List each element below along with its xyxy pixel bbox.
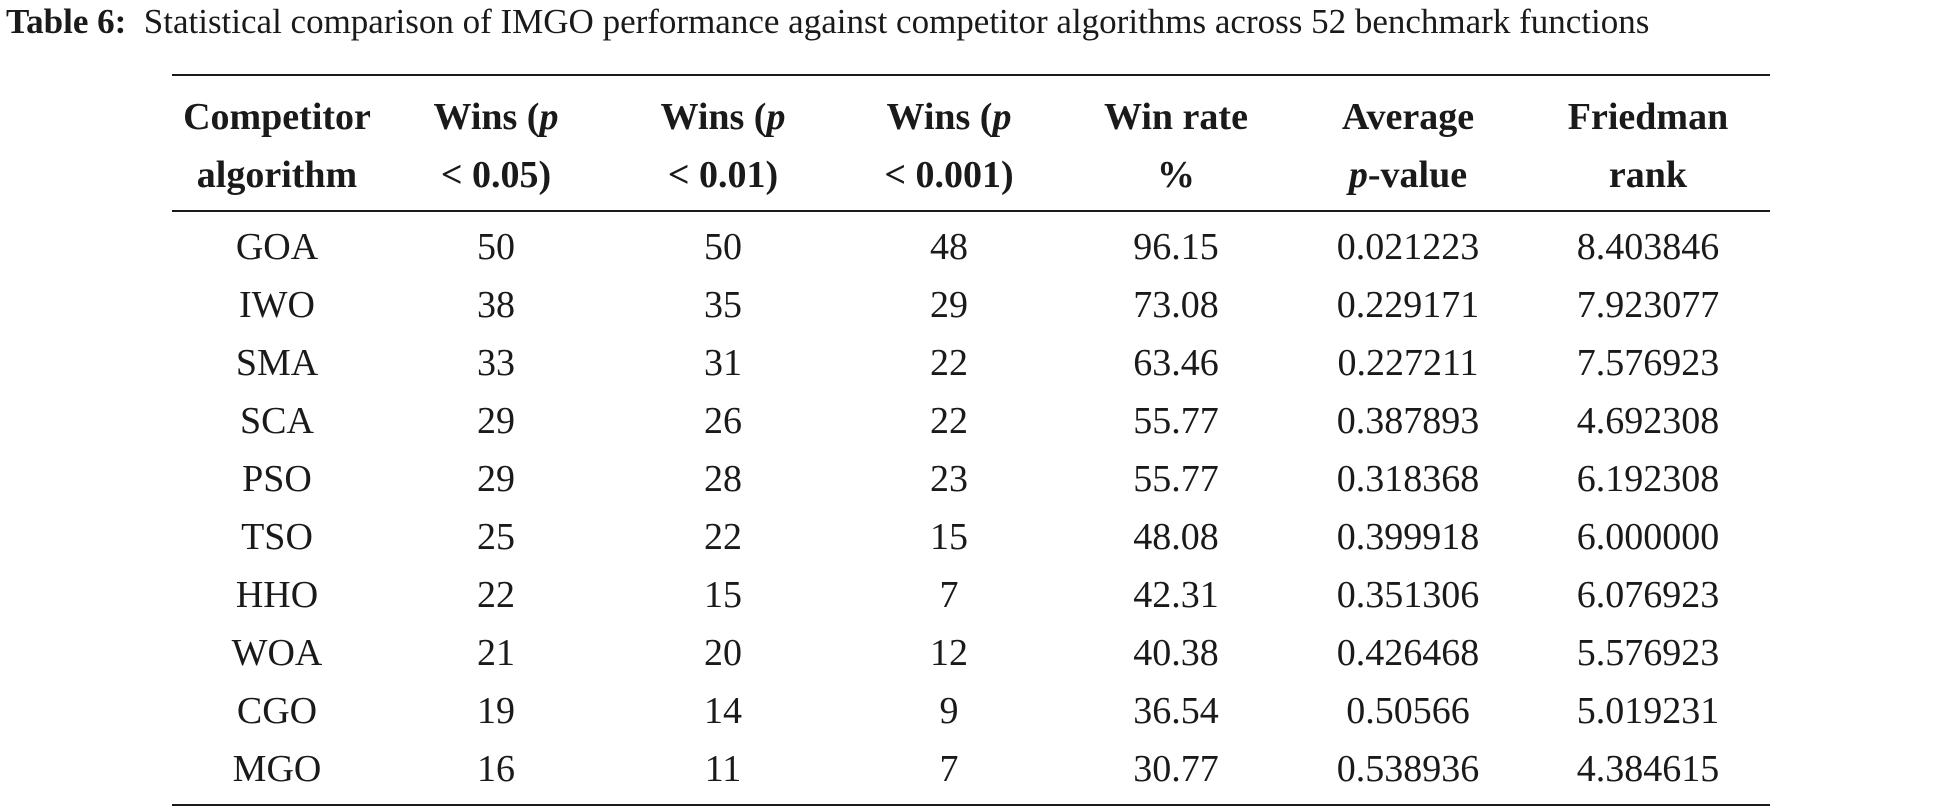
cell-algorithm: TSO bbox=[241, 516, 313, 558]
cell-win-rate: 55.77 bbox=[1133, 458, 1219, 500]
header-win-rate: Win rate % bbox=[1104, 96, 1248, 196]
cell-wins-p0001: 15 bbox=[930, 516, 968, 558]
cell-algorithm: IWO bbox=[239, 284, 315, 326]
cell-wins-p001: 14 bbox=[704, 690, 742, 732]
cell-wins-p0001: 7 bbox=[939, 748, 959, 790]
cell-friedman-rank: 7.923077 bbox=[1576, 284, 1720, 326]
header-friedman-rank: Friedman rank bbox=[1567, 96, 1729, 196]
cell-algorithm: WOA bbox=[231, 632, 323, 674]
cell-algorithm: SCA bbox=[240, 400, 314, 442]
cell-wins-p001: 22 bbox=[704, 516, 742, 558]
cell-wins-p0001: 22 bbox=[930, 342, 968, 384]
results-table: Competitor algorithm Wins (p < 0.05) Win… bbox=[172, 74, 1770, 806]
cell-average-p-value: 0.227211 bbox=[1337, 342, 1479, 384]
table-row: WOA 21 20 12 40.38 0.426468 5.576923 bbox=[172, 624, 1770, 682]
cell-win-rate: 30.77 bbox=[1133, 748, 1219, 790]
cell-average-p-value: 0.229171 bbox=[1336, 284, 1480, 326]
cell-wins-p005: 50 bbox=[477, 226, 515, 268]
cell-win-rate: 73.08 bbox=[1133, 284, 1219, 326]
cell-average-p-value: 0.351306 bbox=[1336, 574, 1480, 616]
table-row: SMA 33 31 22 63.46 0.227211 7.576923 bbox=[172, 334, 1770, 392]
cell-wins-p0001: 48 bbox=[930, 226, 968, 268]
cell-wins-p005: 25 bbox=[477, 516, 515, 558]
header-wins-p001: Wins (p < 0.01) bbox=[660, 96, 786, 196]
cell-average-p-value: 0.021223 bbox=[1336, 226, 1480, 268]
cell-wins-p0001: 23 bbox=[930, 458, 968, 500]
table-row: HHO 22 15 7 42.31 0.351306 6.076923 bbox=[172, 566, 1770, 624]
cell-wins-p0001: 7 bbox=[939, 574, 959, 616]
cell-win-rate: 96.15 bbox=[1133, 226, 1219, 268]
table-header: Competitor algorithm Wins (p < 0.05) Win… bbox=[172, 75, 1770, 211]
header-competitor-algorithm: Competitor algorithm bbox=[183, 96, 371, 196]
table-row: GOA 50 50 48 96.15 0.021223 8.403846 bbox=[172, 211, 1770, 276]
table-row: IWO 38 35 29 73.08 0.229171 7.923077 bbox=[172, 276, 1770, 334]
table-row: TSO 25 22 15 48.08 0.399918 6.000000 bbox=[172, 508, 1770, 566]
cell-wins-p0001: 9 bbox=[939, 690, 959, 732]
header-wins-p0001: Wins (p < 0.001) bbox=[884, 96, 1014, 196]
cell-friedman-rank: 6.076923 bbox=[1576, 574, 1720, 616]
cell-algorithm: SMA bbox=[235, 342, 319, 384]
cell-friedman-rank: 4.384615 bbox=[1576, 748, 1720, 790]
results-table-container: Competitor algorithm Wins (p < 0.05) Win… bbox=[172, 74, 1770, 806]
cell-win-rate: 40.38 bbox=[1133, 632, 1219, 674]
cell-win-rate: 55.77 bbox=[1133, 400, 1219, 442]
cell-wins-p005: 38 bbox=[477, 284, 515, 326]
cell-algorithm: GOA bbox=[235, 226, 319, 268]
cell-win-rate: 36.54 bbox=[1133, 690, 1219, 732]
cell-win-rate: 42.31 bbox=[1133, 574, 1219, 616]
cell-average-p-value: 0.387893 bbox=[1336, 400, 1480, 442]
cell-wins-p005: 29 bbox=[477, 400, 515, 442]
caption-label: Table 6: bbox=[6, 2, 127, 41]
table-row: PSO 29 28 23 55.77 0.318368 6.192308 bbox=[172, 450, 1770, 508]
cell-friedman-rank: 7.576923 bbox=[1576, 342, 1720, 384]
caption-text: Statistical comparison of IMGO performan… bbox=[143, 2, 1650, 41]
cell-friedman-rank: 5.019231 bbox=[1576, 690, 1720, 732]
table-row: MGO 16 11 7 30.77 0.538936 4.384615 bbox=[172, 740, 1770, 805]
cell-algorithm: CGO bbox=[236, 690, 318, 732]
cell-wins-p005: 16 bbox=[477, 748, 515, 790]
cell-algorithm: MGO bbox=[232, 748, 322, 790]
cell-wins-p005: 21 bbox=[477, 632, 515, 674]
cell-wins-p001: 26 bbox=[704, 400, 742, 442]
header-row: Competitor algorithm Wins (p < 0.05) Win… bbox=[172, 75, 1770, 211]
cell-wins-p005: 19 bbox=[477, 690, 515, 732]
header-wins-p005: Wins (p < 0.05) bbox=[433, 96, 559, 196]
cell-win-rate: 63.46 bbox=[1133, 342, 1219, 384]
table-body: GOA 50 50 48 96.15 0.021223 8.403846 IWO… bbox=[172, 211, 1770, 805]
cell-wins-p0001: 12 bbox=[930, 632, 968, 674]
cell-friedman-rank: 6.000000 bbox=[1576, 516, 1720, 558]
cell-wins-p001: 35 bbox=[704, 284, 742, 326]
cell-average-p-value: 0.538936 bbox=[1336, 748, 1480, 790]
table-caption: Table 6: Statistical comparison of IMGO … bbox=[6, 0, 1941, 44]
cell-wins-p001: 31 bbox=[704, 342, 742, 384]
cell-wins-p001: 20 bbox=[704, 632, 742, 674]
cell-wins-p005: 22 bbox=[477, 574, 515, 616]
cell-wins-p005: 33 bbox=[477, 342, 515, 384]
cell-average-p-value: 0.426468 bbox=[1336, 632, 1480, 674]
cell-wins-p001: 28 bbox=[704, 458, 742, 500]
cell-wins-p005: 29 bbox=[477, 458, 515, 500]
cell-wins-p001: 15 bbox=[704, 574, 742, 616]
cell-algorithm: PSO bbox=[242, 458, 312, 500]
cell-average-p-value: 0.399918 bbox=[1336, 516, 1480, 558]
cell-friedman-rank: 8.403846 bbox=[1576, 226, 1720, 268]
cell-wins-p001: 11 bbox=[704, 748, 742, 790]
cell-average-p-value: 0.50566 bbox=[1346, 690, 1470, 732]
cell-friedman-rank: 4.692308 bbox=[1576, 400, 1720, 442]
table-row: CGO 19 14 9 36.54 0.50566 5.019231 bbox=[172, 682, 1770, 740]
cell-wins-p001: 50 bbox=[704, 226, 742, 268]
cell-wins-p0001: 22 bbox=[930, 400, 968, 442]
cell-algorithm: HHO bbox=[235, 574, 319, 616]
cell-win-rate: 48.08 bbox=[1133, 516, 1219, 558]
cell-friedman-rank: 5.576923 bbox=[1576, 632, 1720, 674]
table-row: SCA 29 26 22 55.77 0.387893 4.692308 bbox=[172, 392, 1770, 450]
cell-wins-p0001: 29 bbox=[930, 284, 968, 326]
header-average-p-value: Average p-value bbox=[1341, 96, 1475, 196]
cell-average-p-value: 0.318368 bbox=[1336, 458, 1480, 500]
cell-friedman-rank: 6.192308 bbox=[1576, 458, 1720, 500]
